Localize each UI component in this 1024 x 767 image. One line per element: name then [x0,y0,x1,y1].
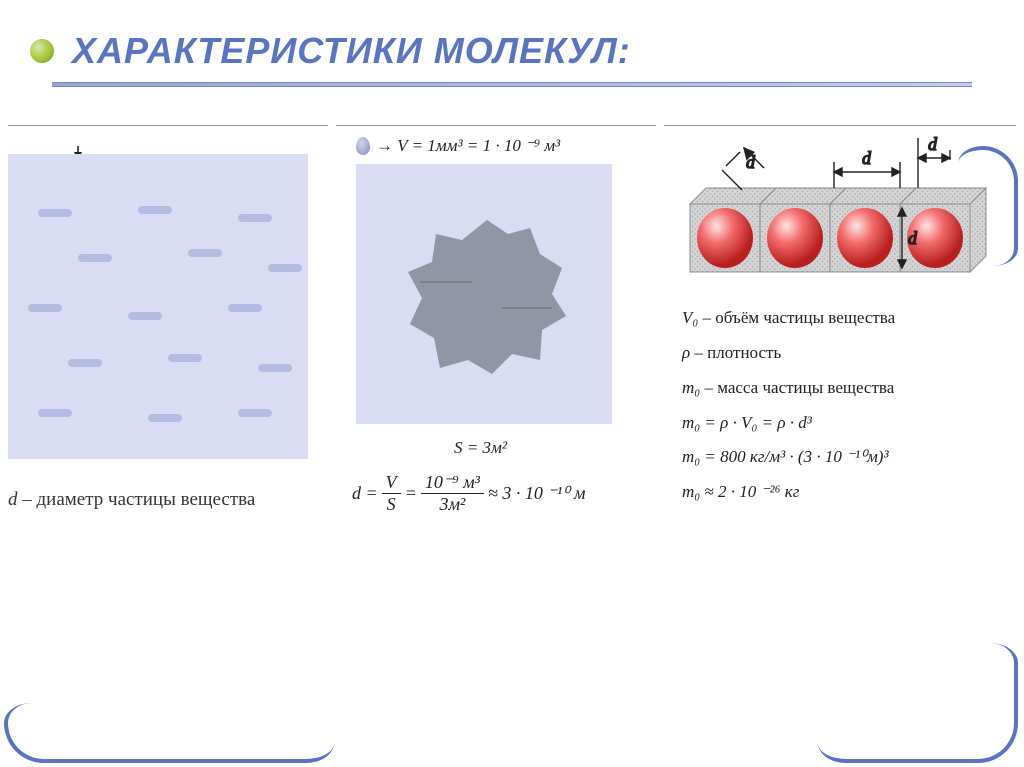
slide-title: ХАРАКТЕРИСТИКИ МОЛЕКУЛ: [72,30,631,72]
wavelet-icon [228,304,262,312]
wavelet-icon [78,254,112,262]
title-divider [52,82,972,87]
p3-l2: ρ – плотность [682,336,1016,371]
wavelet-icon [168,354,202,362]
p2-prefix: d = [352,483,378,504]
panel3-formulas: V₀ – объём частицы вещества ρ – плотност… [682,301,1016,510]
p2-surface [356,164,612,424]
frac-numeric: 10⁻⁹ м³ 3м² [421,472,484,515]
p3-l3: m₀ – масса частицы вещества [682,371,1016,406]
wavelet-icon [28,304,62,312]
wavelet-icon [148,414,182,422]
oil-slick-icon [402,212,572,382]
wavelet-icon [238,214,272,222]
p3-l4: m₀ = ρ · V₀ = ρ · d³ [682,406,1016,441]
frame-accent-tr [958,146,1018,266]
p2-top-text: → V = 1мм³ = 1 · 10 ⁻⁹ м³ [376,136,560,156]
frac-VS: V S [382,472,401,515]
svg-text:d: d [746,152,756,172]
p3-l1: V₀ – объём частицы вещества [682,301,1016,336]
panel-volume-area: → V = 1мм³ = 1 · 10 ⁻⁹ м³ S = 3м² d = V … [336,125,656,515]
wavelet-icon [188,249,222,257]
content-row: d d – диаметр частицы вещества → V = 1мм… [0,125,1024,515]
cubes-diagram-icon: d d d d [674,128,1004,278]
frame-accent-bl [4,703,334,763]
wavelet-icon [128,312,162,320]
p2-d-formula: d = V S = 10⁻⁹ м³ 3м² ≈ 3 · 10 ⁻¹⁰ м [352,472,656,515]
title-bar: ХАРАКТЕРИСТИКИ МОЛЕКУЛ: [0,0,1024,82]
p2-approx: ≈ 3 · 10 ⁻¹⁰ м [488,483,585,504]
wavelet-icon [238,409,272,417]
p2-area-label: S = 3м² [454,438,507,458]
caption-text: – диаметр частицы вещества [18,489,256,510]
p3-l6: m₀ ≈ 2 · 10 ⁻²⁶ кг [682,475,1016,510]
wavelet-icon [258,364,292,372]
wavelet-icon [138,206,172,214]
wavelet-icon [38,409,72,417]
svg-text:d: d [928,134,938,154]
p3-l5: m₀ = 800 кг/м³ · (3 · 10 ⁻¹⁰м)³ [682,440,1016,475]
wavelet-icon [68,359,102,367]
svg-text:d: d [862,148,872,168]
frame-accent-br [818,643,1018,763]
panel-diameter: d d – диаметр частицы вещества [8,125,328,515]
svg-text:d: d [908,228,918,248]
wavelet-icon [268,264,302,272]
water-surface [8,154,308,459]
bullet-icon [30,39,54,63]
p2-top-formula: → V = 1мм³ = 1 · 10 ⁻⁹ м³ [356,136,656,156]
panel1-caption: d – диаметр частицы вещества [8,489,328,511]
wavelet-icon [38,209,72,217]
caption-var: d [8,489,18,510]
drop-icon [356,137,370,155]
